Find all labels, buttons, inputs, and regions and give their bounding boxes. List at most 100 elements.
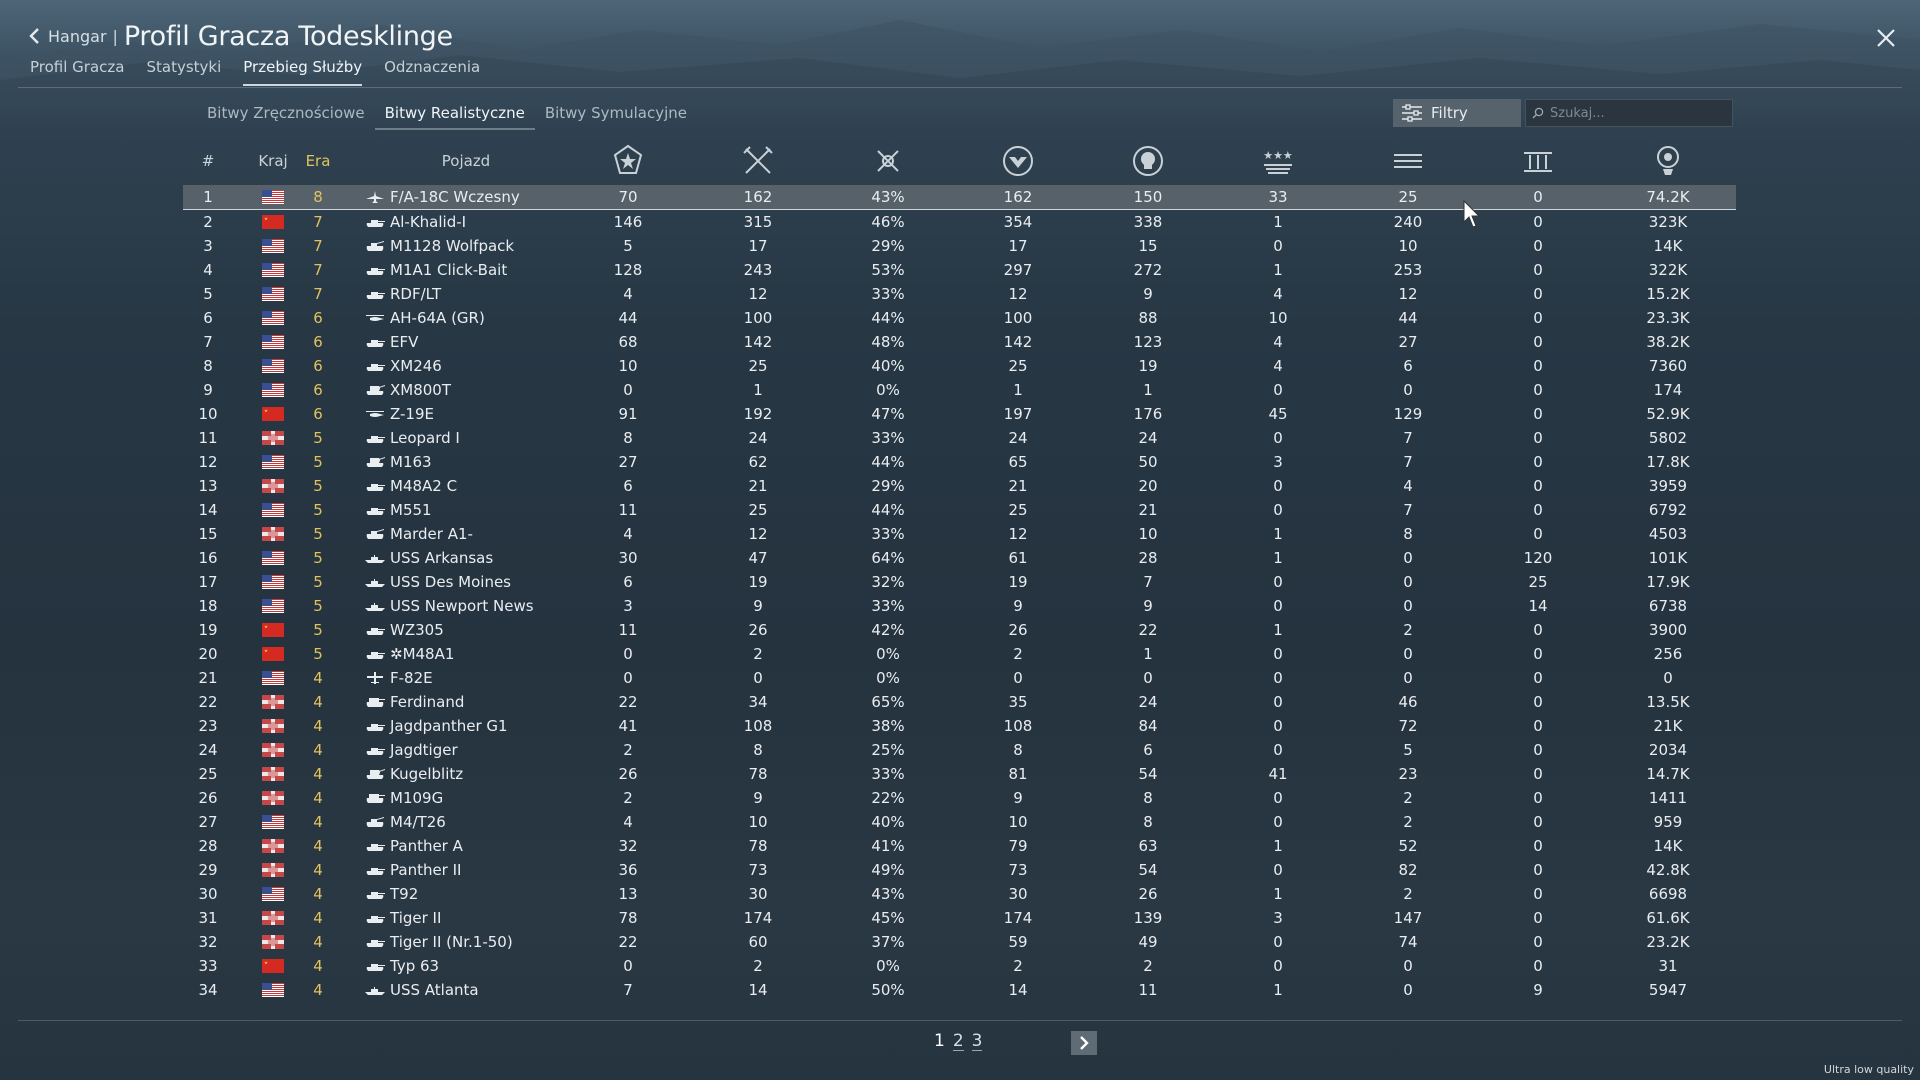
stat-research-points: 21K <box>1653 717 1683 735</box>
table-row[interactable]: 31 4 Tiger II 78 174 45% 174 139 3 147 0 61.6K <box>183 906 1736 930</box>
header-ground-kills[interactable] <box>1373 138 1443 184</box>
table-row[interactable]: 14 5 M551 11 25 44% 25 21 0 7 0 6792 <box>183 498 1736 522</box>
filters-button[interactable]: Filtry <box>1393 99 1521 127</box>
stat-deaths: 12 <box>1008 525 1028 543</box>
table-row[interactable]: 3 7 M1128 Wolfpack 5 17 29% 17 15 0 10 0 14K <box>183 234 1736 258</box>
tab-simulator-battles[interactable]: Bitwy Symulacyjne <box>544 104 687 122</box>
stat-kills: 50 <box>1138 453 1158 471</box>
row-era: 4 <box>313 813 323 831</box>
table-row[interactable]: 5 7 RDF/LT 4 12 33% 12 9 4 12 0 15.2K <box>183 282 1736 306</box>
stat-naval-kills: 0 <box>1533 717 1543 735</box>
stat-battles: 2 <box>623 741 633 759</box>
kills-icon <box>1133 146 1163 176</box>
next-page-button[interactable] <box>1071 1031 1097 1055</box>
table-row[interactable]: 4 7 M1A1 Click-Bait 128 243 53% 297 272 1 253 0 322… <box>183 258 1736 282</box>
header-research-points[interactable] <box>1633 138 1703 184</box>
page-1[interactable]: 1 <box>934 1031 945 1051</box>
header-vehicle[interactable]: Pojazd <box>441 152 491 170</box>
stat-naval-kills: 0 <box>1533 285 1543 303</box>
stat-battles: 11 <box>618 501 638 519</box>
header-air-kills[interactable]: ★★★ <box>1243 138 1313 184</box>
row-era: 7 <box>313 213 323 231</box>
stat-ground-kills: 2 <box>1403 813 1413 831</box>
page-3[interactable]: 3 <box>971 1031 983 1051</box>
flag-de-icon <box>262 791 284 805</box>
table-row[interactable]: 10 6 Z-19E 91 192 47% 197 176 45 129 0 52.9K <box>183 402 1736 426</box>
row-number: 33 <box>198 957 218 975</box>
close-icon[interactable] <box>1874 26 1898 50</box>
search-input[interactable] <box>1548 104 1732 122</box>
table-row[interactable]: 16 5 USS Arkansas 30 47 64% 61 28 1 0 120 101K <box>183 546 1736 570</box>
table-row[interactable]: 30 4 T92 13 30 43% 30 26 1 2 0 6698 <box>183 882 1736 906</box>
table-row[interactable]: 12 5 M163 27 62 44% 65 50 3 7 0 17.8K <box>183 450 1736 474</box>
table-row[interactable]: 27 4 M4/T26 4 10 40% 10 8 0 2 0 959 <box>183 810 1736 834</box>
stat-battles: 2 <box>623 789 633 807</box>
tab-service-record[interactable]: Przebieg Służby <box>243 58 363 86</box>
tab-statistics[interactable]: Statystyki <box>146 58 222 76</box>
stat-battles: 3 <box>623 597 633 615</box>
tab-realistic-battles[interactable]: Bitwy Realistyczne <box>374 100 535 130</box>
stat-ground-kills: 0 <box>1403 957 1413 975</box>
stat-kills: 272 <box>1133 261 1163 279</box>
stat-air-kills: 33 <box>1268 188 1288 206</box>
stat-win-rate: 33% <box>871 525 905 543</box>
row-number: 24 <box>198 741 218 759</box>
stat-ground-kills: 74 <box>1398 933 1418 951</box>
header-deaths[interactable] <box>983 138 1053 184</box>
tab-arcade-battles[interactable]: Bitwy Zręcznościowe <box>207 104 365 122</box>
stat-kills: 2 <box>1143 957 1153 975</box>
table-row[interactable]: 34 4 USS Atlanta 7 14 50% 14 11 1 0 9 5947 <box>183 978 1736 1002</box>
table-row[interactable]: 23 4 Jagdpanther G1 41 108 38% 108 84 0 72 0 21K <box>183 714 1736 738</box>
table-row[interactable]: 32 4 Tiger II (Nr.1-50) 22 60 37% 59 49 0 74 0 23.2… <box>183 930 1736 954</box>
tab-awards[interactable]: Odznaczenia <box>384 58 481 76</box>
table-row[interactable]: 1 8 F/A-18C Wczesny 70 162 43% 162 150 33 25 0 74.2… <box>183 185 1736 210</box>
table-row[interactable]: 19 5 WZ305 11 26 42% 26 22 1 2 0 3900 <box>183 618 1736 642</box>
header-kills[interactable] <box>1113 138 1183 184</box>
table-row[interactable]: 28 4 Panther A 32 78 41% 79 63 1 52 0 14K <box>183 834 1736 858</box>
stat-air-kills: 3 <box>1273 909 1283 927</box>
table-row[interactable]: 2 7 Al-Khalid-I 146 315 46% 354 338 1 240 0 323K <box>183 210 1736 234</box>
header-win-rate[interactable] <box>853 138 923 184</box>
row-era: 6 <box>313 405 323 423</box>
table-row[interactable]: 25 4 Kugelblitz 26 78 33% 81 54 41 23 0 14.7K <box>183 762 1736 786</box>
stat-battles: 6 <box>623 573 633 591</box>
stat-research-points: 15.2K <box>1646 285 1690 303</box>
stat-win-rate: 33% <box>871 765 905 783</box>
table-row[interactable]: 20 5 ✲M48A1 0 2 0% 2 1 0 0 0 256 <box>183 642 1736 666</box>
table-row[interactable]: 29 4 Panther II 36 73 49% 73 54 0 82 0 42.8K <box>183 858 1736 882</box>
stat-ground-kills: 7 <box>1403 501 1413 519</box>
header-number[interactable]: # <box>201 152 215 170</box>
tab-profile[interactable]: Profil Gracza <box>30 58 125 76</box>
header-country[interactable]: Kraj <box>258 152 288 170</box>
table-row[interactable]: 13 5 M48A2 C 6 21 29% 21 20 0 4 0 3959 <box>183 474 1736 498</box>
table-row[interactable]: 9 6 XM800T 0 1 0% 1 1 0 0 0 174 <box>183 378 1736 402</box>
page-2[interactable]: 2 <box>952 1031 964 1051</box>
table-row[interactable]: 18 5 USS Newport News 3 9 33% 9 9 0 0 14 6738 <box>183 594 1736 618</box>
header-era[interactable]: Era <box>305 152 331 170</box>
stat-kills: 54 <box>1138 861 1158 879</box>
row-era: 4 <box>313 885 323 903</box>
row-number: 12 <box>198 453 218 471</box>
table-row[interactable]: 6 6 AH-64A (GR) 44 100 44% 100 88 10 44 0 23.3K <box>183 306 1736 330</box>
header-respawns[interactable] <box>723 138 793 184</box>
table-row[interactable]: 8 6 XM246 10 25 40% 25 19 4 6 0 7360 <box>183 354 1736 378</box>
header-battles[interactable] <box>593 138 663 184</box>
stat-win-rate: 29% <box>871 477 905 495</box>
stat-deaths: 73 <box>1008 861 1028 879</box>
back-to-hangar-button[interactable]: Hangar <box>28 27 107 46</box>
table-row[interactable]: 17 5 USS Des Moines 6 19 32% 19 7 0 0 25 17.9K <box>183 570 1736 594</box>
table-row[interactable]: 33 4 Typ 63 0 2 0% 2 2 0 0 0 31 <box>183 954 1736 978</box>
table-row[interactable]: 11 5 Leopard I 8 24 33% 24 24 0 7 0 5802 <box>183 426 1736 450</box>
stat-battles: 91 <box>618 405 638 423</box>
table-row[interactable]: 24 4 Jagdtiger 2 8 25% 8 6 0 5 0 2034 <box>183 738 1736 762</box>
battle-mode-tabs: Bitwy Zręcznościowe Bitwy Realistyczne B… <box>197 100 697 130</box>
table-row[interactable]: 26 4 M109G 2 9 22% 9 8 0 2 0 1411 <box>183 786 1736 810</box>
table-row[interactable]: 7 6 EFV 68 142 48% 142 123 4 27 0 38.2K <box>183 330 1736 354</box>
table-row[interactable]: 21 4 F-82E 0 0 0% 0 0 0 0 0 0 <box>183 666 1736 690</box>
table-row[interactable]: 22 4 Ferdinand 22 34 65% 35 24 0 46 0 13.5K <box>183 690 1736 714</box>
table-row[interactable]: 15 5 Marder A1- 4 12 33% 12 10 1 8 0 4503 <box>183 522 1736 546</box>
row-number: 17 <box>198 573 218 591</box>
stat-kills: 8 <box>1143 789 1153 807</box>
header-naval-kills[interactable] <box>1503 138 1573 184</box>
flag-us-icon <box>262 503 284 517</box>
